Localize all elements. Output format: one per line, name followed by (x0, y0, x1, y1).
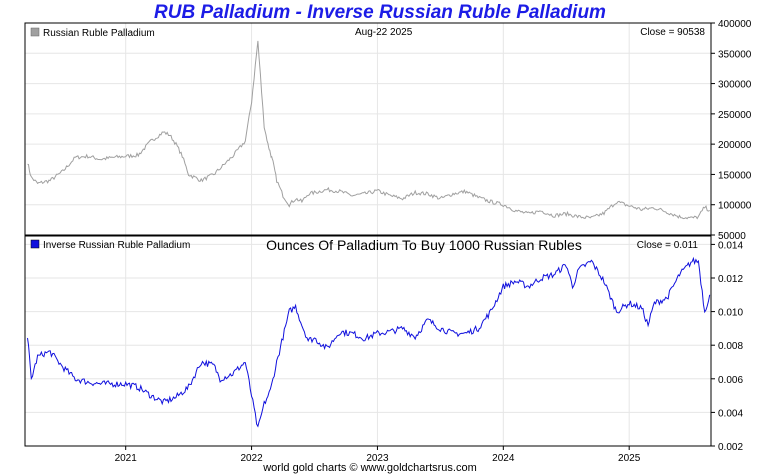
bottom-close-label: Close = 0.011 (637, 240, 699, 251)
x-tick-label: 2024 (492, 453, 515, 464)
x-tick-label: 2023 (366, 453, 389, 464)
bottom-ytick-label: 0.014 (718, 240, 743, 251)
bottom-panel-frame (24, 235, 712, 447)
bottom-legend-label: Inverse Russian Ruble Palladium (43, 240, 190, 251)
footer-credit: world gold charts © www.goldchartsrus.co… (263, 462, 477, 474)
bottom-panel: Inverse Russian Ruble Palladium Ounces O… (24, 235, 743, 464)
top-panel: Russian Ruble Palladium Aug-22 2025 Clos… (24, 19, 752, 242)
top-ytick-label: 150000 (718, 170, 752, 181)
top-ytick-label: 300000 (718, 80, 752, 91)
top-series-line (27, 40, 710, 220)
bottom-series-line (27, 256, 711, 428)
top-panel-frame (24, 22, 712, 236)
bottom-gridlines (25, 236, 711, 447)
top-ytick-label: 200000 (718, 140, 752, 151)
date-label: Aug-22 2025 (355, 27, 413, 38)
top-close-label: Close = 90538 (640, 27, 705, 38)
top-legend-swatch (30, 27, 40, 37)
bottom-ytick-label: 0.006 (718, 375, 743, 386)
bottom-ytick-label: 0.002 (718, 442, 743, 453)
x-tick-label: 2025 (618, 453, 641, 464)
top-ytick-label: 50000 (718, 231, 746, 242)
bottom-y-axis: 0.002 0.004 0.006 0.008 0.010 0.012 0.014 (711, 240, 743, 453)
top-ytick-label: 100000 (718, 201, 752, 212)
bottom-ytick-label: 0.012 (718, 274, 743, 285)
bottom-legend-swatch (30, 239, 40, 249)
top-ytick-label: 250000 (718, 110, 752, 121)
bottom-subtitle: Ounces Of Palladium To Buy 1000 Russian … (266, 237, 582, 253)
chart-title: RUB Palladium - Inverse Russian Ruble Pa… (154, 2, 606, 23)
x-tick-label: 2021 (115, 453, 138, 464)
top-ytick-label: 350000 (718, 49, 752, 60)
x-axis: 2021 2022 2023 2024 2025 (115, 446, 641, 464)
x-tick-label: 2022 (240, 453, 263, 464)
bottom-ytick-label: 0.004 (718, 408, 743, 419)
top-y-axis: 50000 100000 150000 200000 250000 300000 35000… (711, 19, 752, 242)
top-ytick-label: 400000 (718, 19, 752, 30)
top-gridlines (25, 22, 711, 236)
top-legend-label: Russian Ruble Palladium (43, 28, 155, 39)
bottom-ytick-label: 0.008 (718, 341, 743, 352)
bottom-ytick-label: 0.010 (718, 308, 743, 319)
